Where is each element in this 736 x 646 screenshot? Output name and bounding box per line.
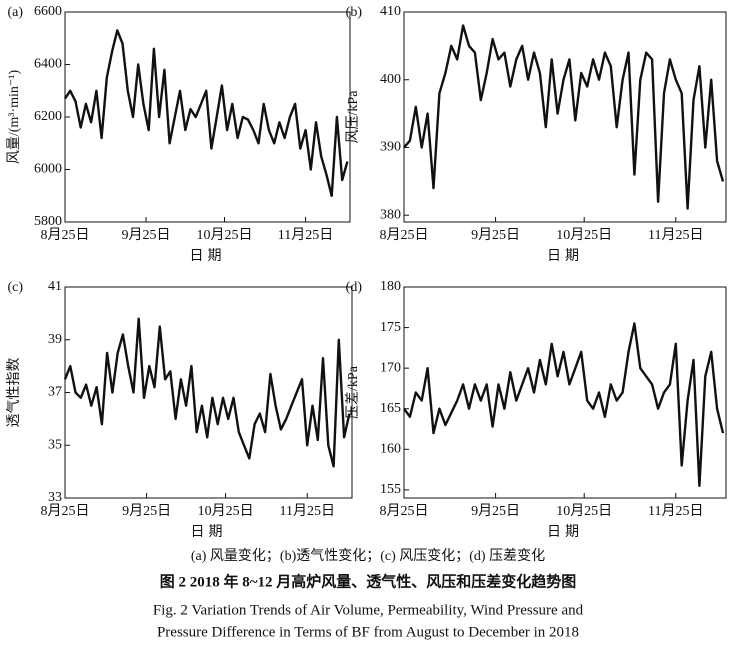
y-tick-label: 6000 (34, 162, 62, 177)
y-tick-label: 37 (48, 385, 62, 400)
x-tick-label: 10月25日 (196, 227, 252, 243)
x-tick-label: 10月25日 (556, 227, 612, 243)
x-tick-label: 10月25日 (556, 503, 612, 519)
y-tick-label: 380 (380, 207, 401, 222)
caption-cn: 图 2 2018 年 8~12 月高炉风量、透气性、风压和压差变化趋势图 (160, 572, 577, 590)
y-tick-label: 170 (380, 360, 401, 375)
y-tick-label: 400 (380, 72, 401, 87)
y-tick-label: 5800 (34, 214, 62, 229)
y-tick-label: 39 (48, 332, 62, 347)
y-axis-title: 透气性指数 (6, 358, 22, 428)
y-tick-label: 160 (380, 442, 401, 457)
x-tick-label: 11月25日 (278, 227, 333, 243)
data-line (403, 322, 725, 487)
y-axis-title: 风压/kPa (346, 90, 361, 144)
y-tick-label: 165 (380, 401, 401, 416)
y-tick-label: 175 (380, 320, 401, 335)
y-tick-label: 6400 (34, 57, 62, 72)
x-tick-label: 8月25日 (41, 227, 90, 243)
y-tick-label: 41 (48, 279, 62, 294)
x-axis-title: 日期 (190, 248, 226, 264)
panel-label: (a) (7, 5, 23, 20)
x-tick-label: 9月25日 (122, 227, 171, 243)
y-tick-label: 6200 (34, 109, 62, 124)
subcaption: (a) 风量变化；(b)透气性变化；(c) 风压变化；(d) 压差变化 (191, 548, 545, 564)
panel-label: (b) (346, 5, 363, 20)
x-axis-title: 日期 (547, 248, 583, 264)
x-axis-title: 日期 (547, 524, 583, 540)
y-tick-label: 410 (380, 4, 401, 19)
y-tick-label: 155 (380, 482, 401, 497)
caption-en: Pressure Difference in Terms of BF from … (157, 624, 579, 640)
plot-frame (64, 286, 353, 499)
y-axis-title: 风量/(m³·min⁻¹) (6, 70, 22, 165)
x-tick-label: 8月25日 (380, 503, 429, 519)
data-line (64, 29, 349, 198)
data-line (403, 24, 725, 210)
x-tick-label: 8月25日 (380, 227, 429, 243)
x-tick-label: 11月25日 (648, 227, 703, 243)
x-tick-label: 8月25日 (41, 503, 90, 519)
plot-frame (403, 286, 727, 499)
y-tick-label: 180 (380, 279, 401, 294)
x-tick-label: 9月25日 (122, 503, 171, 519)
y-tick-label: 35 (48, 437, 62, 452)
x-tick-label: 11月25日 (648, 503, 703, 519)
x-axis-title: 日期 (191, 524, 227, 540)
x-tick-label: 9月25日 (471, 227, 520, 243)
x-tick-label: 11月25日 (279, 503, 334, 519)
plot-frame (403, 11, 727, 223)
panel-label: (d) (346, 280, 363, 295)
caption-en: Fig. 2 Variation Trends of Air Volume, P… (153, 602, 584, 618)
y-tick-label: 33 (48, 490, 62, 505)
x-tick-label: 10月25日 (198, 503, 254, 519)
panel-label: (c) (7, 280, 23, 295)
x-tick-label: 9月25日 (471, 503, 520, 519)
data-line (63, 317, 351, 468)
y-tick-label: 6600 (34, 4, 62, 19)
y-axis-title: 压差/kPa (345, 365, 361, 419)
y-tick-label: 390 (380, 140, 401, 155)
